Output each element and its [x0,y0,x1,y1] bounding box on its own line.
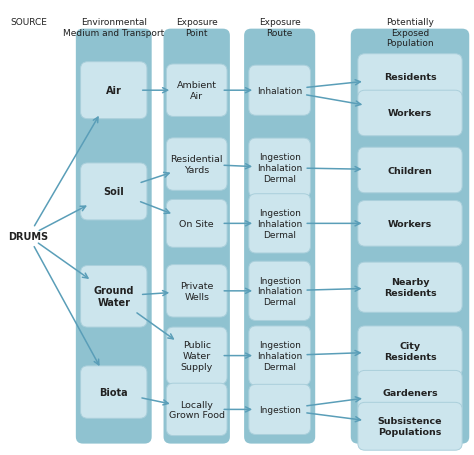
FancyBboxPatch shape [166,328,227,384]
FancyBboxPatch shape [358,402,462,450]
FancyBboxPatch shape [249,262,310,321]
Text: Workers: Workers [388,219,432,228]
Text: Ingestion: Ingestion [259,405,301,414]
Text: Biota: Biota [100,387,128,397]
FancyBboxPatch shape [244,30,315,444]
FancyBboxPatch shape [358,55,462,100]
FancyBboxPatch shape [166,65,227,117]
Text: Exposure
Route: Exposure Route [259,18,301,38]
Text: Public
Water
Supply: Public Water Supply [181,341,213,371]
Text: Ambient
Air: Ambient Air [177,81,217,101]
FancyBboxPatch shape [166,265,227,318]
FancyBboxPatch shape [249,66,310,116]
FancyBboxPatch shape [358,201,462,247]
Text: City
Residents: City Residents [383,341,437,361]
Text: Residential
Yards: Residential Yards [171,155,223,175]
Text: Ingestion
Inhalation
Dermal: Ingestion Inhalation Dermal [257,153,302,183]
FancyBboxPatch shape [166,138,227,191]
Text: Potentially
Exposed
Population: Potentially Exposed Population [386,18,434,48]
FancyBboxPatch shape [249,139,310,198]
FancyBboxPatch shape [166,200,227,248]
FancyBboxPatch shape [358,148,462,193]
Text: Environmental
Medium and Transport: Environmental Medium and Transport [63,18,164,38]
Text: Ingestion
Inhalation
Dermal: Ingestion Inhalation Dermal [257,276,302,306]
Text: Ingestion
Inhalation
Dermal: Ingestion Inhalation Dermal [257,341,302,371]
Text: Nearby
Residents: Nearby Residents [383,278,437,298]
Text: SOURCE: SOURCE [10,18,47,27]
Text: Soil: Soil [103,187,124,197]
Text: Gardeners: Gardeners [382,388,438,397]
Text: Exposure
Point: Exposure Point [176,18,218,38]
FancyBboxPatch shape [249,384,310,435]
FancyBboxPatch shape [81,164,147,221]
FancyBboxPatch shape [351,30,469,444]
FancyBboxPatch shape [358,91,462,136]
FancyBboxPatch shape [164,30,230,444]
Text: Residents: Residents [383,73,437,82]
FancyBboxPatch shape [81,266,147,328]
FancyBboxPatch shape [81,366,147,419]
Text: Ingestion
Inhalation
Dermal: Ingestion Inhalation Dermal [257,209,302,239]
FancyBboxPatch shape [166,383,227,436]
Text: On Site: On Site [179,219,214,228]
Text: Subsistence
Populations: Subsistence Populations [378,416,442,436]
Text: Locally
Grown Food: Locally Grown Food [169,399,225,420]
Text: Children: Children [388,166,432,175]
Text: Workers: Workers [388,109,432,118]
FancyBboxPatch shape [249,194,310,253]
FancyBboxPatch shape [76,30,152,444]
Text: Ground
Water: Ground Water [93,286,134,308]
Text: Air: Air [106,86,122,96]
FancyBboxPatch shape [358,263,462,313]
FancyBboxPatch shape [358,326,462,376]
FancyBboxPatch shape [81,62,147,119]
Text: Private
Wells: Private Wells [180,281,213,301]
FancyBboxPatch shape [249,326,310,385]
Text: Inhalation: Inhalation [257,86,302,96]
FancyBboxPatch shape [358,370,462,414]
Text: DRUMS: DRUMS [9,232,48,242]
